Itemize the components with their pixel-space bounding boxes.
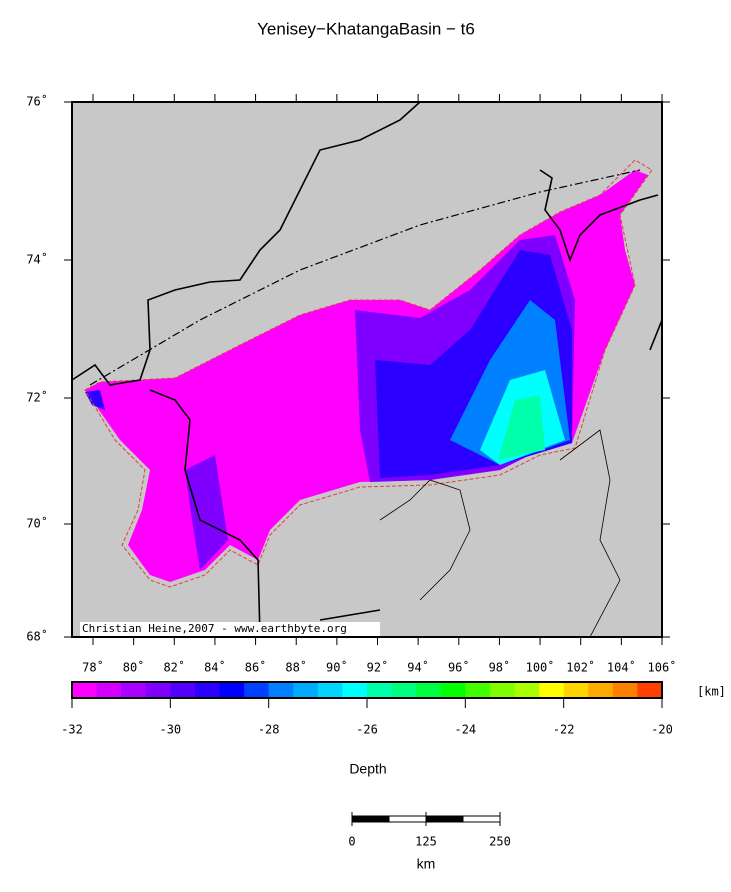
scalebar-tick-label: 0 [348,835,355,849]
colorbar-label: Depth [349,761,386,777]
colorbar-swatch [612,682,638,698]
scalebar-segment [351,815,390,823]
lon-label: 96˚ [448,660,470,675]
lon-label: 94˚ [407,660,429,675]
colorbar-swatch [96,682,122,698]
lon-label: 102˚ [566,660,595,675]
lat-label: 76˚ [26,94,48,109]
colorbar-swatch [637,682,663,698]
colorbar-swatch [342,682,368,698]
colorbar-swatch [489,682,515,698]
colorbar-swatch [440,682,466,698]
map-frame [71,101,663,638]
lon-label: 100˚ [526,660,555,675]
lon-label: 80˚ [123,660,145,675]
credit: Christian Heine,2007 - www.earthbyte.org [82,622,347,635]
colorbar-tick-label: -26 [356,723,378,737]
scalebar-unit: km [417,856,436,872]
colorbar-swatch [194,682,220,698]
colorbar-tick-label: -30 [159,723,181,737]
colorbar-swatch [391,682,417,698]
colorbar-swatch [465,682,491,698]
colorbar-swatch [170,682,196,698]
colorbar-tick-label: -22 [553,723,575,737]
lon-label: 84˚ [204,660,226,675]
colorbar-swatch [416,682,442,698]
colorbar-tick-label: -32 [61,723,83,737]
lat-label: 68˚ [26,629,48,644]
colorbar-swatch [244,682,270,698]
lon-label: 82˚ [163,660,185,675]
lon-label: 98˚ [489,660,511,675]
colorbar-swatch [72,682,98,698]
lon-label: 92˚ [367,660,389,675]
scalebar-tick-label: 250 [489,835,511,849]
colorbar-swatch [563,682,589,698]
colorbar-tick-label: -20 [651,723,673,737]
scalebar-segment [462,815,501,823]
colorbar-swatch [317,682,343,698]
colorbar-swatch [588,682,614,698]
lon-label: 88˚ [285,660,307,675]
colorbar-swatch [121,682,147,698]
lat-label: 72˚ [26,390,48,405]
lon-label: 104˚ [607,660,636,675]
colorbar-tick-label: -24 [454,723,476,737]
lon-label: 78˚ [82,660,104,675]
colorbar-swatch [539,682,565,698]
colorbar-swatch [293,682,319,698]
basin [84,159,653,588]
colorbar-swatch [145,682,171,698]
colorbar-tick-label: -28 [258,723,280,737]
lat-label: 74˚ [26,252,48,267]
title: Yenisey−KhatangaBasin − t6 [257,19,475,38]
scalebar-segment [388,815,427,823]
colorbar-swatch [367,682,393,698]
colorbar-unit: [km] [697,685,726,699]
scalebar-segment [425,815,464,823]
colorbar-swatch [219,682,245,698]
lon-label: 106˚ [648,660,677,675]
lat-label: 70˚ [26,516,48,531]
coastline [71,101,663,638]
lon-label: 86˚ [245,660,267,675]
credit-box [80,622,380,636]
colorbar-swatch [268,682,294,698]
rivers [379,429,621,638]
colorbar-swatch [514,682,540,698]
lon-label: 90˚ [326,660,348,675]
scalebar-tick-label: 125 [415,835,437,849]
